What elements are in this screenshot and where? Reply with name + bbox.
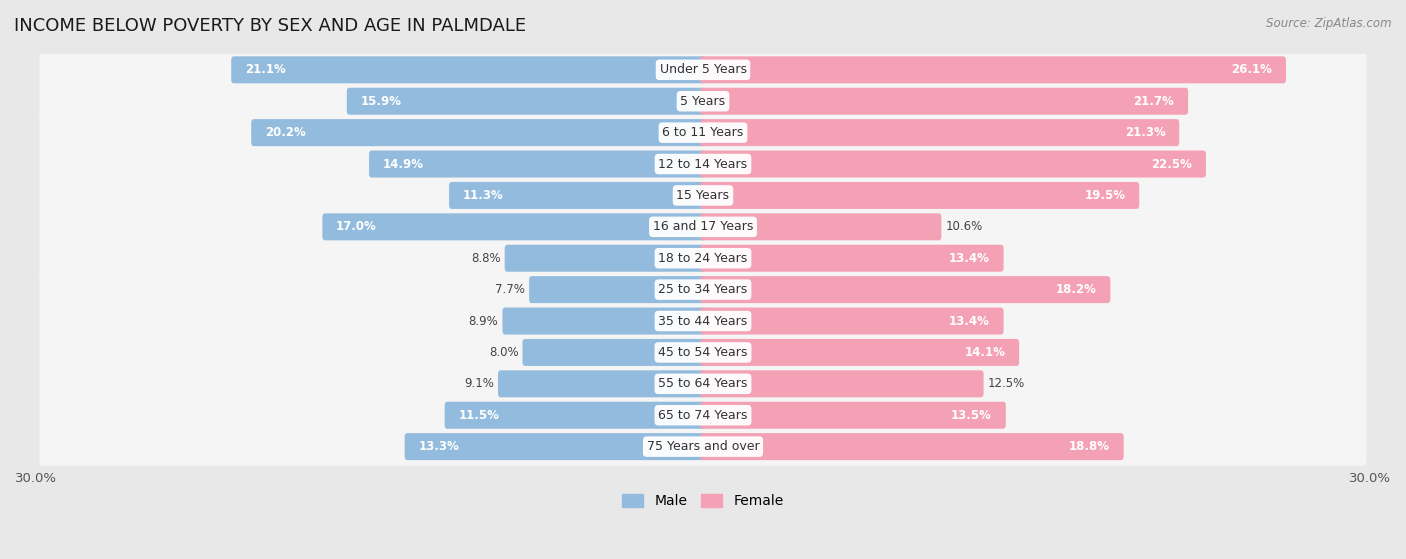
Text: 12 to 14 Years: 12 to 14 Years: [658, 158, 748, 170]
Text: 15 Years: 15 Years: [676, 189, 730, 202]
FancyBboxPatch shape: [700, 402, 1005, 429]
Text: 22.5%: 22.5%: [1152, 158, 1192, 170]
FancyBboxPatch shape: [529, 276, 706, 303]
Text: 45 to 54 Years: 45 to 54 Years: [658, 346, 748, 359]
FancyBboxPatch shape: [700, 370, 984, 397]
FancyBboxPatch shape: [700, 56, 1286, 83]
FancyBboxPatch shape: [405, 433, 706, 460]
Text: 21.7%: 21.7%: [1133, 94, 1174, 108]
FancyBboxPatch shape: [444, 402, 706, 429]
FancyBboxPatch shape: [700, 214, 942, 240]
FancyBboxPatch shape: [39, 51, 1367, 89]
FancyBboxPatch shape: [700, 150, 1206, 178]
Text: 13.5%: 13.5%: [950, 409, 993, 421]
Text: 19.5%: 19.5%: [1084, 189, 1125, 202]
FancyBboxPatch shape: [39, 176, 1367, 215]
FancyBboxPatch shape: [700, 119, 1180, 146]
FancyBboxPatch shape: [39, 239, 1367, 277]
FancyBboxPatch shape: [39, 396, 1367, 434]
Text: 18.8%: 18.8%: [1069, 440, 1109, 453]
FancyBboxPatch shape: [700, 433, 1123, 460]
Text: 26.1%: 26.1%: [1232, 63, 1272, 77]
Text: INCOME BELOW POVERTY BY SEX AND AGE IN PALMDALE: INCOME BELOW POVERTY BY SEX AND AGE IN P…: [14, 17, 526, 35]
Text: 18.2%: 18.2%: [1056, 283, 1097, 296]
Text: 10.6%: 10.6%: [945, 220, 983, 233]
FancyBboxPatch shape: [700, 182, 1139, 209]
FancyBboxPatch shape: [39, 145, 1367, 183]
Text: 25 to 34 Years: 25 to 34 Years: [658, 283, 748, 296]
FancyBboxPatch shape: [39, 302, 1367, 340]
FancyBboxPatch shape: [347, 88, 706, 115]
Text: 11.5%: 11.5%: [458, 409, 499, 421]
Text: 5 Years: 5 Years: [681, 94, 725, 108]
Text: 8.8%: 8.8%: [471, 252, 501, 265]
FancyBboxPatch shape: [700, 276, 1111, 303]
Text: 21.3%: 21.3%: [1125, 126, 1166, 139]
FancyBboxPatch shape: [39, 271, 1367, 309]
Text: 18 to 24 Years: 18 to 24 Years: [658, 252, 748, 265]
FancyBboxPatch shape: [498, 370, 706, 397]
FancyBboxPatch shape: [252, 119, 706, 146]
Text: 13.4%: 13.4%: [949, 252, 990, 265]
Text: 75 Years and over: 75 Years and over: [647, 440, 759, 453]
Text: 13.4%: 13.4%: [949, 315, 990, 328]
Text: 14.1%: 14.1%: [965, 346, 1005, 359]
Text: 9.1%: 9.1%: [464, 377, 494, 390]
Text: 35 to 44 Years: 35 to 44 Years: [658, 315, 748, 328]
Text: 12.5%: 12.5%: [987, 377, 1025, 390]
FancyBboxPatch shape: [449, 182, 706, 209]
Text: 14.9%: 14.9%: [382, 158, 423, 170]
FancyBboxPatch shape: [700, 339, 1019, 366]
Text: 13.3%: 13.3%: [419, 440, 460, 453]
Text: Source: ZipAtlas.com: Source: ZipAtlas.com: [1267, 17, 1392, 30]
Text: Under 5 Years: Under 5 Years: [659, 63, 747, 77]
FancyBboxPatch shape: [39, 333, 1367, 372]
Text: 21.1%: 21.1%: [245, 63, 285, 77]
FancyBboxPatch shape: [502, 307, 706, 334]
FancyBboxPatch shape: [700, 307, 1004, 334]
Text: 16 and 17 Years: 16 and 17 Years: [652, 220, 754, 233]
FancyBboxPatch shape: [700, 245, 1004, 272]
Text: 6 to 11 Years: 6 to 11 Years: [662, 126, 744, 139]
FancyBboxPatch shape: [700, 88, 1188, 115]
Text: 8.9%: 8.9%: [468, 315, 499, 328]
Text: 15.9%: 15.9%: [360, 94, 402, 108]
FancyBboxPatch shape: [39, 364, 1367, 403]
FancyBboxPatch shape: [231, 56, 706, 83]
FancyBboxPatch shape: [39, 428, 1367, 466]
Text: 55 to 64 Years: 55 to 64 Years: [658, 377, 748, 390]
Text: 17.0%: 17.0%: [336, 220, 377, 233]
FancyBboxPatch shape: [505, 245, 706, 272]
Text: 20.2%: 20.2%: [264, 126, 305, 139]
FancyBboxPatch shape: [523, 339, 706, 366]
Text: 8.0%: 8.0%: [489, 346, 519, 359]
FancyBboxPatch shape: [39, 113, 1367, 152]
Text: 65 to 74 Years: 65 to 74 Years: [658, 409, 748, 421]
Text: 7.7%: 7.7%: [495, 283, 524, 296]
FancyBboxPatch shape: [39, 82, 1367, 120]
FancyBboxPatch shape: [322, 214, 706, 240]
Text: 11.3%: 11.3%: [463, 189, 503, 202]
FancyBboxPatch shape: [39, 208, 1367, 246]
FancyBboxPatch shape: [368, 150, 706, 178]
Legend: Male, Female: Male, Female: [617, 489, 789, 514]
